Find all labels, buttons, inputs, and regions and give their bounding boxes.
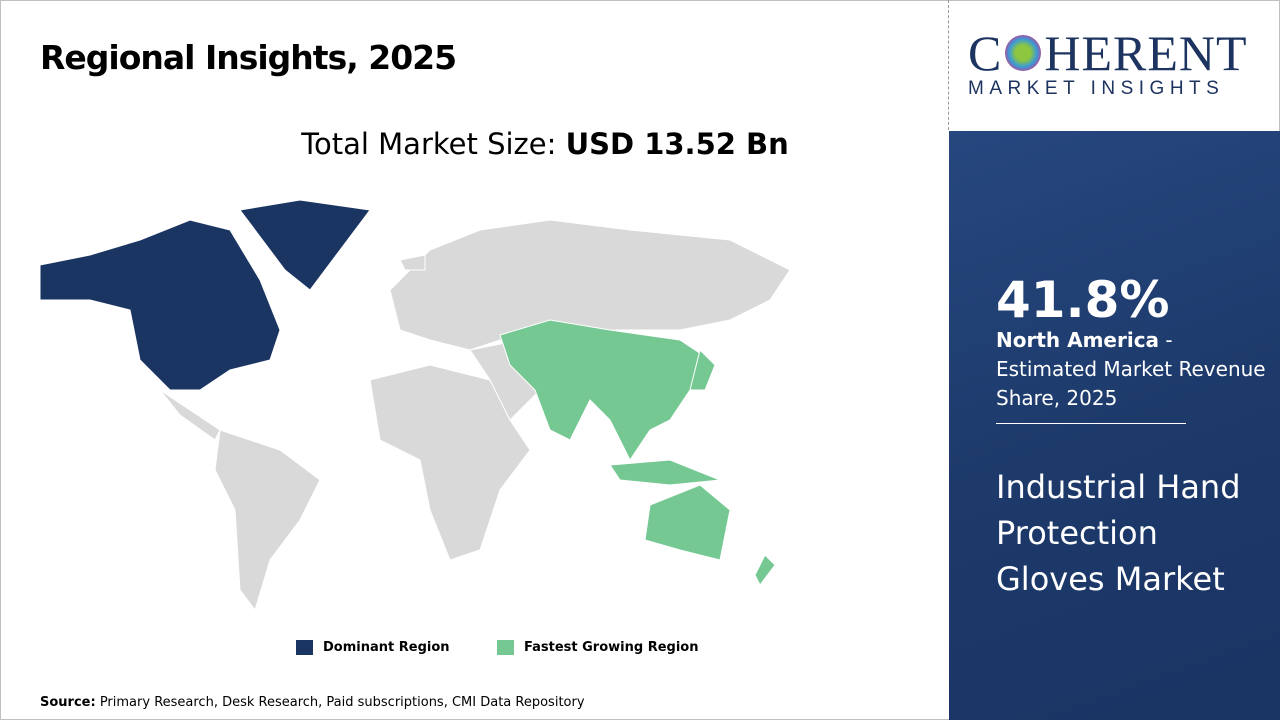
map-japan: [689, 349, 716, 391]
share-percent: 41.8%: [996, 271, 1170, 329]
map-south-america: [214, 429, 321, 612]
share-desc-text: - Estimated Market Revenue Share, 2025: [996, 328, 1266, 410]
source-label: Source:: [40, 695, 96, 710]
map-australia: [644, 484, 731, 561]
legend-label: Fastest Growing Region: [524, 640, 699, 655]
panel-divider: [996, 423, 1186, 424]
logo-text: HERENT: [1044, 25, 1248, 81]
legend-fastest: Fastest Growing Region: [497, 640, 698, 655]
source-text: Primary Research, Desk Research, Paid su…: [95, 695, 585, 710]
company-logo: C HERENT MARKET INSIGHTS: [968, 25, 1268, 100]
legend-swatch-fastest: [497, 640, 514, 655]
legend-dominant: Dominant Region: [296, 640, 450, 655]
map-greenland: [239, 199, 371, 291]
stats-panel: 41.8% North America - Estimated Market R…: [949, 131, 1280, 720]
market-name: Industrial Hand Protection Gloves Market: [996, 468, 1241, 598]
total-value: USD 13.52 Bn: [565, 127, 789, 161]
legend-label: Dominant Region: [323, 640, 450, 655]
map-new-zealand: [754, 554, 776, 586]
total-market-size: Total Market Size: USD 13.52 Bn: [0, 127, 1090, 161]
map-indonesia: [609, 459, 721, 486]
page-title: Regional Insights, 2025: [40, 38, 457, 77]
map-iceland: [399, 254, 426, 271]
map-africa: [369, 364, 531, 561]
divider: [948, 0, 949, 130]
logo-subtitle: MARKET INSIGHTS: [968, 78, 1225, 99]
total-label: Total Market Size:: [301, 127, 566, 161]
world-map: [39, 199, 791, 612]
legend-swatch-dominant: [296, 640, 313, 655]
map-asia-pacific: [499, 319, 711, 461]
logo-text: C: [968, 25, 1003, 81]
region-name: North America: [996, 328, 1160, 352]
map-europe-russia: [389, 219, 791, 351]
share-description: North America - Estimated Market Revenue…: [996, 326, 1266, 413]
map-north-america: [39, 219, 281, 391]
globe-icon: [1005, 35, 1042, 71]
map-central-america: [159, 389, 221, 441]
source-note: Source: Primary Research, Desk Research,…: [40, 695, 585, 710]
